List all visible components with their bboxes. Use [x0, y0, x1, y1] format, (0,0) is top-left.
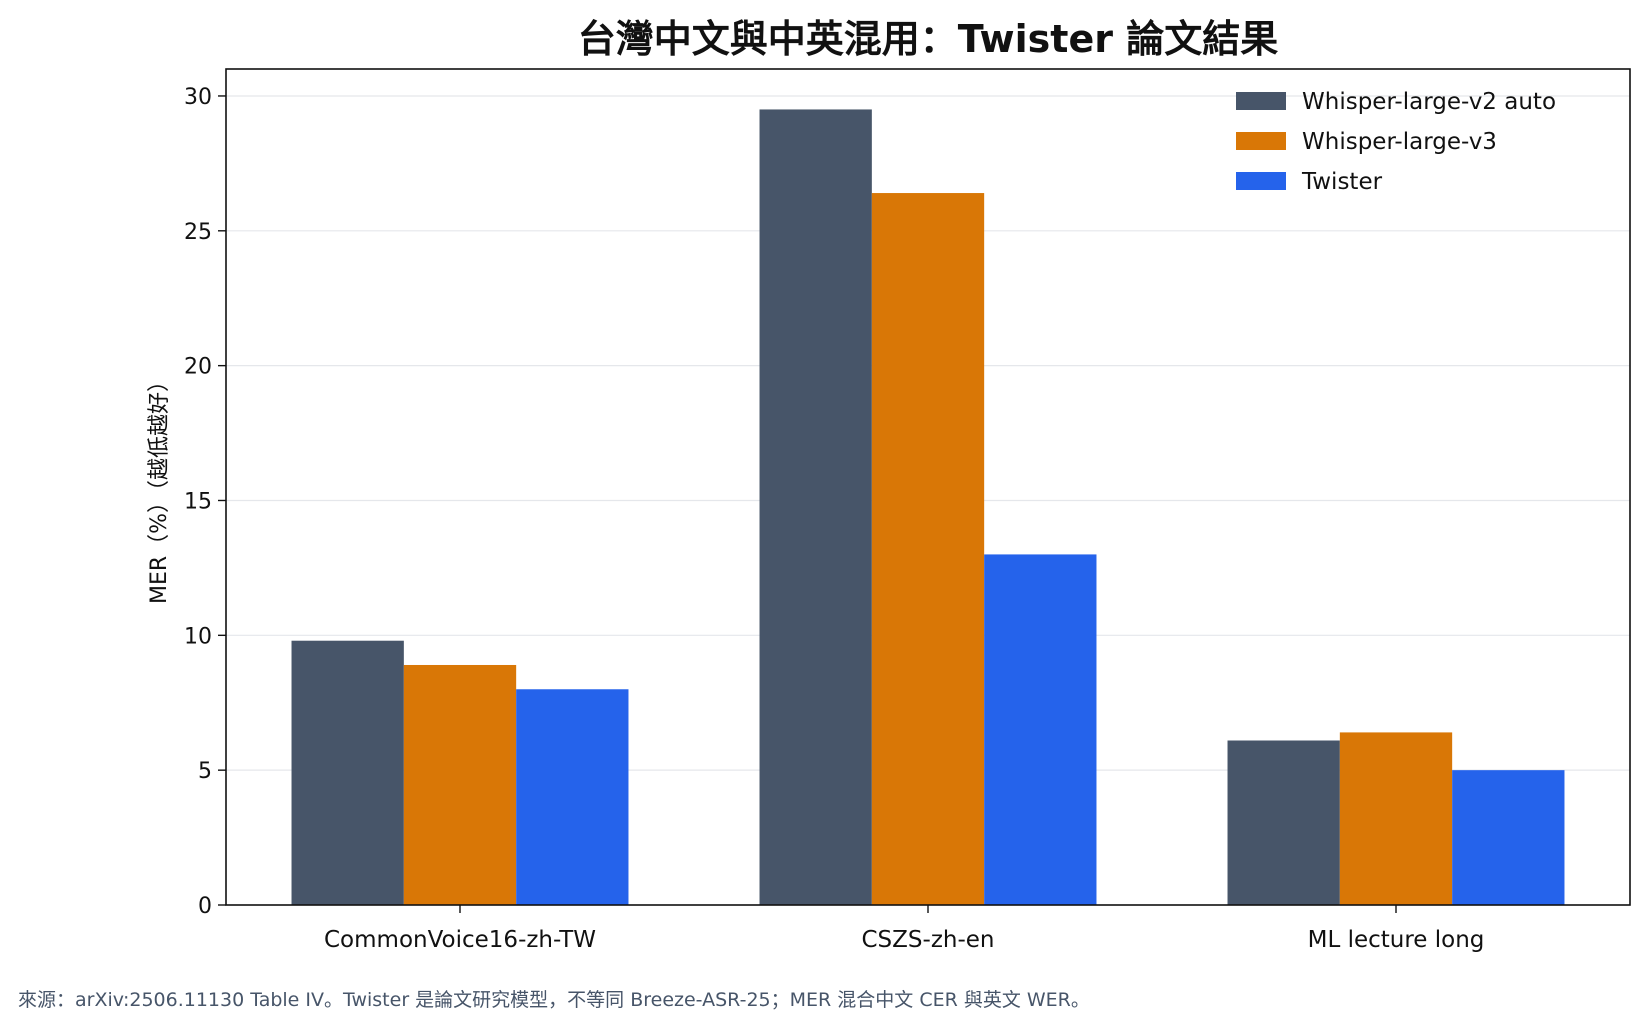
y-tick-label: 15 — [184, 489, 212, 514]
y-tick-label: 0 — [198, 894, 212, 919]
bar-1-1 — [291, 640, 404, 905]
y-tick-label: 5 — [198, 759, 212, 784]
x-tick-label: CSZS-zh-en — [862, 927, 995, 953]
legend-swatch — [1236, 92, 1286, 110]
x-axis: CommonVoice16-zh-TW CSZS-zh-en ML lecture … — [324, 905, 1484, 953]
bar-1-2 — [759, 109, 872, 906]
legend-swatch — [1236, 172, 1286, 190]
y-axis: 0 5 10 15 20 25 30 — [184, 85, 226, 919]
x-tick-label: CommonVoice16-zh-TW — [324, 927, 596, 953]
x-tick-label: ML lecture long — [1308, 927, 1485, 953]
y-tick-label: 25 — [184, 220, 212, 245]
bar-2-2 — [871, 193, 985, 905]
bar-3-3 — [1452, 770, 1565, 905]
y-tick-label: 30 — [184, 85, 212, 110]
legend-label: Whisper-large-v3 — [1302, 129, 1497, 155]
bar-3-2 — [984, 554, 1097, 905]
legend-label: Whisper-large-v2 auto — [1302, 89, 1556, 115]
y-axis-label: MER（%）（越低越好） — [147, 370, 172, 604]
y-tick-label: 20 — [184, 355, 212, 380]
legend: Whisper-large-v2 auto Whisper-large-v3 Twi… — [1236, 89, 1556, 195]
bars — [291, 109, 1565, 906]
legend-swatch — [1236, 132, 1286, 150]
chart-title: 台灣中文與中英混用：Twister 論文結果 — [578, 17, 1278, 61]
legend-label: Twister — [1301, 169, 1383, 195]
bar-3-1 — [516, 689, 629, 905]
y-tick-label: 10 — [184, 624, 212, 649]
bar-2-3 — [1339, 732, 1453, 905]
bar-1-3 — [1227, 740, 1340, 905]
bar-2-1 — [403, 664, 517, 905]
source-footnote: 來源：arXiv:2506.11130 Table IV。Twister 是論文… — [18, 989, 1090, 1011]
